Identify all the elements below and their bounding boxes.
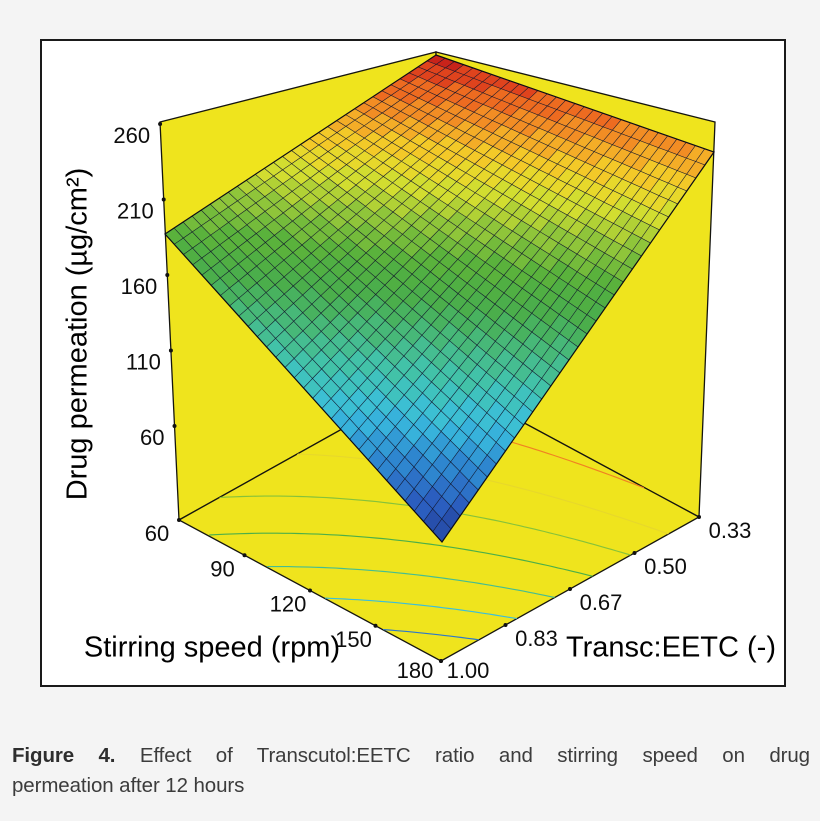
tick-label: 160	[121, 274, 158, 299]
tick-label: 180	[397, 658, 434, 683]
tick-label: 150	[335, 627, 372, 652]
x-axis-title: Stirring speed (rpm)	[83, 631, 341, 664]
tick-label: 0.33	[709, 518, 752, 543]
tick-label: 110	[126, 350, 161, 375]
tick-label: 210	[117, 199, 154, 224]
tick-label: 260	[113, 123, 150, 148]
figure-caption: Figure 4. Effect of Transcutol:EETC rati…	[12, 741, 810, 801]
axis-ticks: 260 210 160 110 60 60 90 120 150 180 1.00 0.83 0.67 0…	[113, 122, 751, 683]
y-axis-title: Transc:EETC (-)	[566, 631, 776, 664]
tick-label: 120	[270, 592, 307, 617]
caption-line-2: permeation after 12 hours	[12, 774, 245, 797]
caption-line-1: Figure 4. Effect of Transcutol:EETC rati…	[12, 741, 810, 771]
caption-text-1: Effect of Transcutol:EETC ratio and stir…	[139, 744, 810, 767]
tick-label: 0.50	[644, 554, 687, 579]
surface-plot: 260 210 160 110 60 60 90 120 150 180 1.00 0.83 0.67 0…	[113, 51, 751, 683]
surface-mesh	[164, 54, 715, 543]
tick-label: 60	[140, 425, 164, 450]
tick-label: 1.00	[447, 658, 490, 683]
caption-figure-number: Figure 4.	[12, 744, 116, 767]
tick-label: 90	[210, 556, 234, 581]
z-axis-title: Drug permeation (µg/cm²)	[61, 167, 94, 501]
tick-label: 60	[145, 521, 169, 546]
figure-panel: 260 210 160 110 60 60 90 120 150 180 1.00 0.83 0.67 0…	[40, 39, 786, 687]
tick-label: 0.83	[515, 626, 558, 651]
tick-label: 0.67	[580, 590, 623, 615]
